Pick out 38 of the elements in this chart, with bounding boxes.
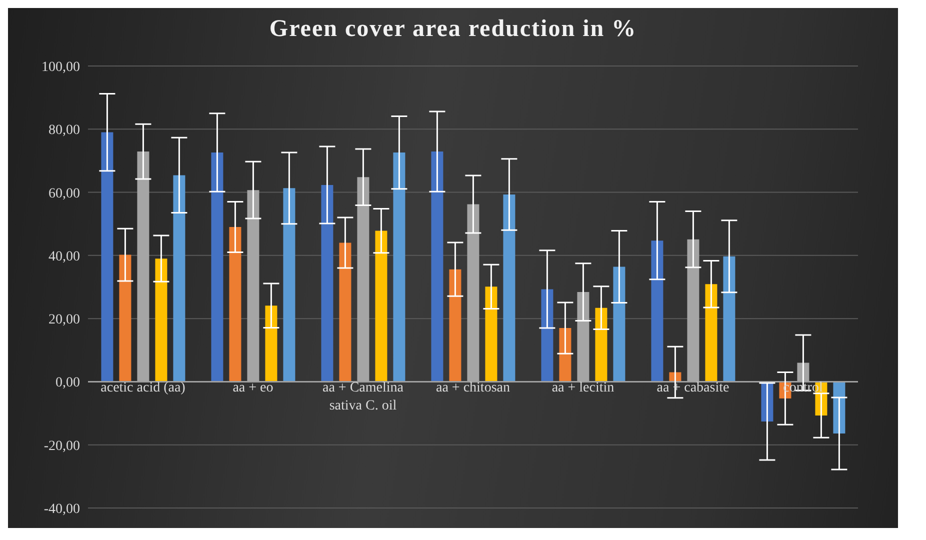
bar (613, 266, 626, 382)
bar (375, 230, 388, 382)
y-tick-label: 40,00 (48, 249, 80, 264)
x-tick-label: control (783, 380, 823, 396)
x-tick-label: acetic acid (aa) (100, 380, 186, 396)
bar (265, 306, 278, 382)
y-tick-label: 80,00 (48, 123, 80, 138)
y-tick-label: 60,00 (48, 186, 80, 202)
bar (705, 284, 718, 382)
bar (173, 175, 186, 382)
x-tick-label: aa + eo (232, 380, 274, 396)
bar (101, 132, 114, 382)
bar (431, 152, 444, 382)
bar (119, 254, 132, 382)
bar (339, 242, 352, 382)
y-tick-label: -20,00 (44, 438, 80, 454)
x-tick-label: aa + Camelina sativa C. oil (322, 380, 404, 414)
bar (449, 269, 462, 382)
chart-title: Green cover area reduction in % (268, 16, 638, 43)
bar (559, 328, 572, 382)
bar (723, 256, 736, 382)
bar (393, 152, 406, 382)
x-tick-label: aa + lecitin (552, 380, 614, 396)
bar (485, 286, 498, 382)
bar (155, 258, 168, 382)
bar (283, 188, 296, 382)
bar (541, 289, 554, 382)
bar (651, 240, 664, 382)
y-tick-label: 0,00 (56, 376, 80, 391)
y-tick-label: -40,00 (44, 502, 80, 517)
bar (211, 152, 224, 382)
bar (503, 194, 516, 382)
y-tick-label: 20,00 (48, 312, 80, 328)
bar (229, 227, 242, 382)
bar (321, 185, 334, 382)
bar (595, 308, 608, 382)
x-tick-label: aa + chitosan (436, 380, 510, 396)
y-tick-label: 100,00 (42, 60, 80, 75)
